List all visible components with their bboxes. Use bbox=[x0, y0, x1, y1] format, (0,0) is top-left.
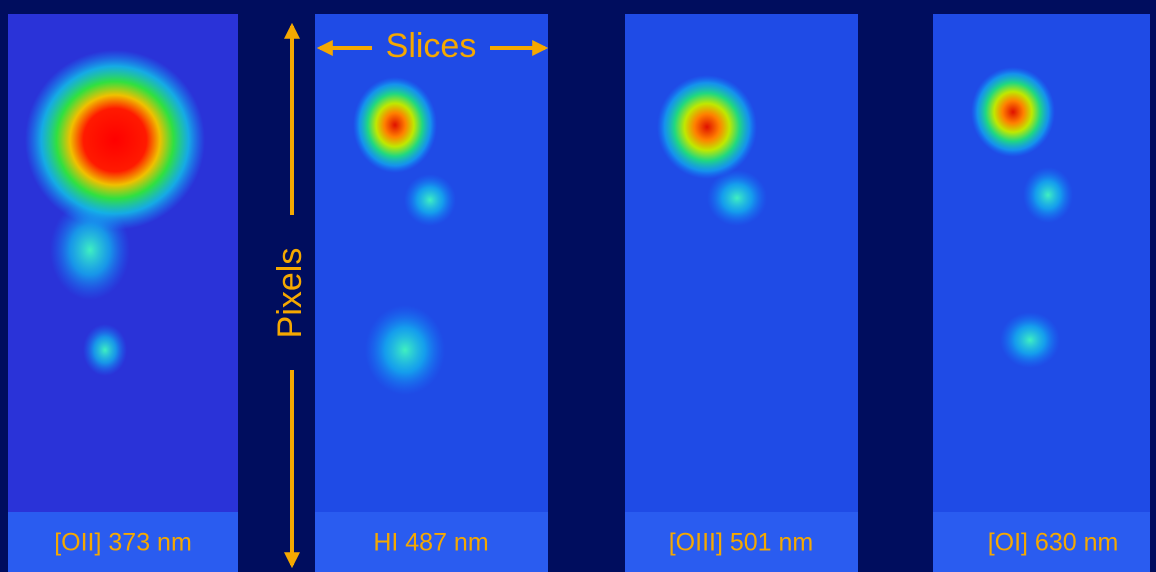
label-bar bbox=[933, 512, 1150, 572]
panel-label: [OI] 630 nm bbox=[988, 529, 1119, 557]
axis-annotation: Pixels bbox=[271, 248, 309, 339]
panel-label: [OIII] 501 nm bbox=[669, 529, 814, 557]
emission-blob bbox=[365, 305, 445, 395]
panel-image bbox=[315, 14, 548, 512]
label-bar bbox=[625, 512, 858, 572]
emission-blob bbox=[404, 174, 456, 226]
panel: [OIII] 501 nm bbox=[625, 14, 858, 572]
emission-blob bbox=[1000, 312, 1060, 368]
panel-label: HI 487 nm bbox=[373, 529, 488, 557]
emission-blob bbox=[707, 170, 767, 226]
emission-blob bbox=[657, 75, 757, 179]
emission-blob bbox=[83, 324, 127, 376]
emission-blob bbox=[971, 67, 1055, 157]
axis-annotation: Slices bbox=[386, 27, 477, 65]
panel-image bbox=[625, 14, 858, 512]
emission-blob bbox=[25, 50, 205, 230]
label-bar bbox=[8, 512, 238, 572]
panel: [OI] 630 nm bbox=[933, 14, 1150, 572]
emission-blob bbox=[1023, 167, 1073, 223]
emission-blob bbox=[353, 77, 437, 173]
panel: HI 487 nm bbox=[315, 14, 548, 572]
panel: [OII] 373 nm bbox=[8, 14, 238, 572]
label-bar bbox=[315, 512, 548, 572]
panel-label: [OII] 373 nm bbox=[54, 529, 192, 557]
